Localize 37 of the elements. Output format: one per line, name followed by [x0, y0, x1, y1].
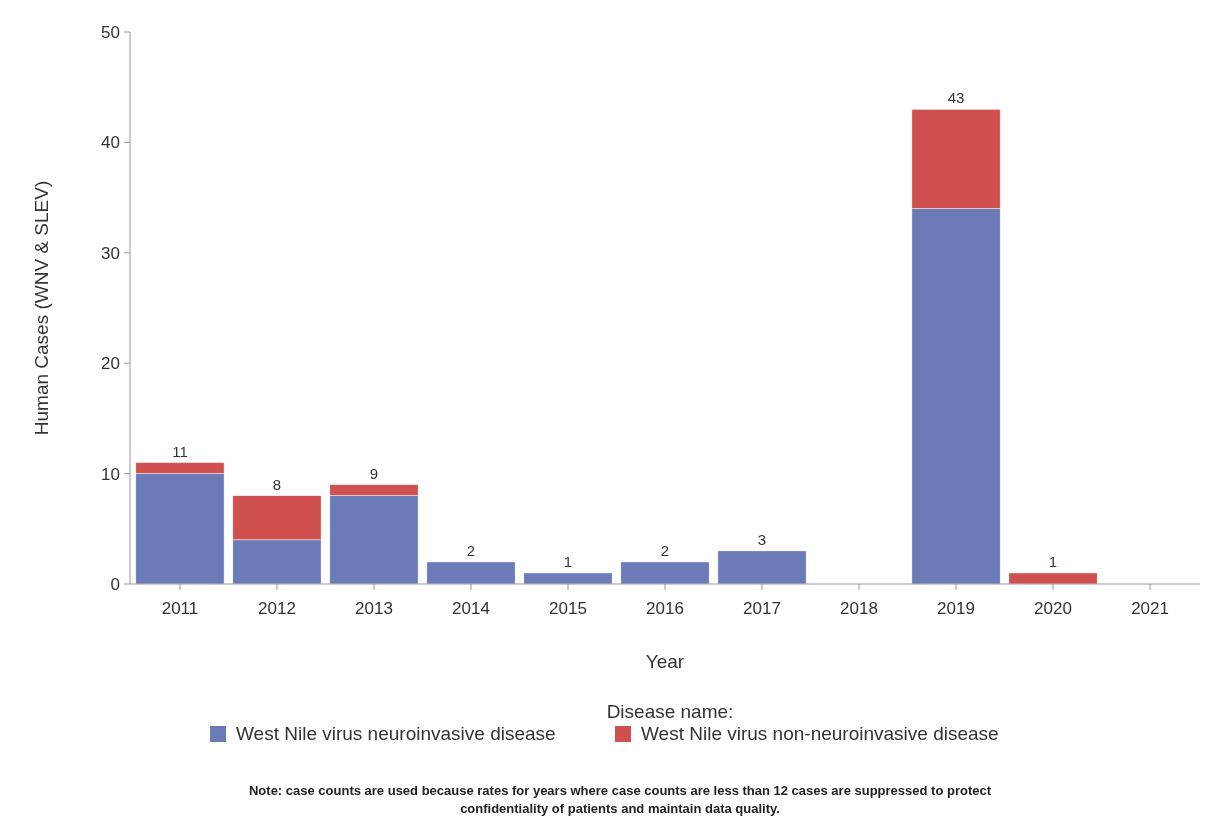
x-tick-label: 2018	[840, 599, 878, 618]
x-tick-label: 2014	[452, 599, 490, 618]
y-tick-label: 30	[101, 243, 120, 263]
legend-title: Disease name:	[606, 701, 734, 722]
legend-label: West Nile virus non-neuroinvasive disease	[641, 723, 999, 744]
total-label: 3	[757, 530, 767, 548]
y-tick-label: 10	[101, 464, 120, 484]
total-label: 8	[272, 475, 282, 493]
total-label: 1	[563, 552, 573, 570]
text: Note: case counts are used because rates for years where case counts are less than 12 cases are suppressed to protect confidentiality of patients and maintain data quality.	[248, 783, 992, 816]
bar	[620, 561, 710, 585]
y-tick-label: 40	[101, 133, 120, 153]
x-tick-label: 2017	[743, 599, 781, 618]
y-tick-label: 20	[101, 354, 120, 374]
x-tick-label: 2021	[1131, 599, 1169, 618]
bar	[1008, 572, 1098, 585]
total-label: 9	[369, 464, 379, 482]
bar	[717, 550, 807, 585]
total-label: 2	[660, 541, 670, 559]
x-axis-title: Year	[645, 651, 685, 672]
bar	[523, 572, 613, 585]
y-tick-label: 0	[110, 574, 120, 594]
total-label: 43	[947, 89, 965, 107]
x-tick-label: 2015	[549, 599, 587, 618]
y-axis-title: Human Cases (WNV & SLEV)	[31, 180, 52, 436]
total-label: 2	[466, 541, 476, 559]
legend-label: West Nile virus neuroinvasive disease	[236, 723, 556, 744]
x-tick-label: 2013	[355, 599, 393, 618]
bar	[426, 561, 516, 585]
x-tick-label: 2011	[161, 599, 199, 618]
x-tick-label: 2012	[258, 599, 296, 618]
total-label: 11	[172, 442, 188, 460]
x-tick-label: 2016	[646, 599, 684, 618]
x-tick-label: 2019	[937, 599, 975, 618]
total-label: 1	[1048, 552, 1058, 570]
x-tick-label: 2020	[1034, 599, 1072, 618]
y-tick-label: 50	[101, 22, 120, 42]
